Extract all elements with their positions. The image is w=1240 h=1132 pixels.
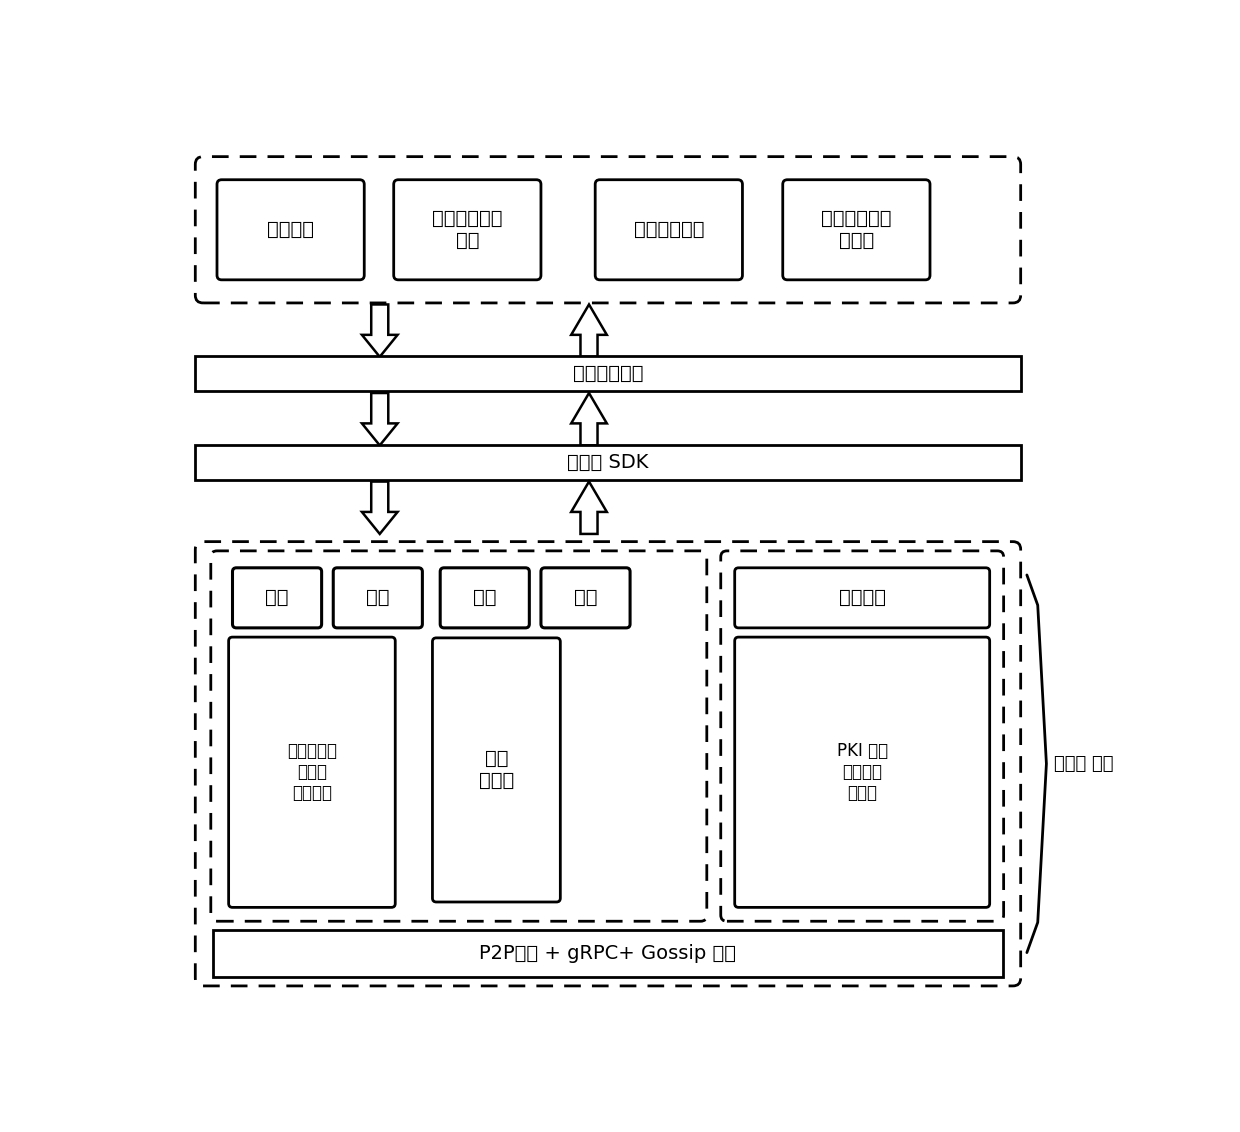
Polygon shape bbox=[362, 305, 398, 357]
Bar bbox=[196, 357, 1021, 392]
Text: 账本: 账本 bbox=[265, 589, 289, 608]
Polygon shape bbox=[572, 305, 606, 357]
Polygon shape bbox=[362, 481, 398, 534]
Text: 贷主应用: 贷主应用 bbox=[267, 221, 314, 239]
FancyBboxPatch shape bbox=[211, 551, 707, 921]
FancyBboxPatch shape bbox=[720, 551, 1003, 921]
Polygon shape bbox=[362, 393, 398, 445]
Polygon shape bbox=[572, 393, 606, 445]
Text: 事件: 事件 bbox=[472, 589, 496, 608]
FancyBboxPatch shape bbox=[440, 568, 529, 628]
Text: 质检、保险等
等应用: 质检、保险等 等应用 bbox=[821, 209, 892, 250]
Bar bbox=[213, 931, 1003, 977]
FancyBboxPatch shape bbox=[595, 180, 743, 280]
FancyBboxPatch shape bbox=[734, 637, 990, 908]
FancyBboxPatch shape bbox=[228, 637, 396, 908]
FancyBboxPatch shape bbox=[734, 568, 990, 628]
Text: 交易: 交易 bbox=[366, 589, 389, 608]
Text: 金融机构应用: 金融机构应用 bbox=[634, 221, 704, 239]
FancyBboxPatch shape bbox=[233, 568, 321, 628]
Text: P2P网络 + gRPC+ Gossip 协议: P2P网络 + gRPC+ Gossip 协议 bbox=[480, 944, 737, 963]
FancyBboxPatch shape bbox=[217, 180, 365, 280]
Text: 区块链中间层: 区块链中间层 bbox=[573, 365, 644, 384]
Text: 容器
状态机: 容器 状态机 bbox=[479, 749, 515, 790]
Bar bbox=[196, 445, 1021, 480]
FancyBboxPatch shape bbox=[433, 637, 560, 902]
Polygon shape bbox=[572, 481, 606, 534]
Text: 融资协同平台
应用: 融资协同平台 应用 bbox=[432, 209, 502, 250]
Text: 区块链结构
数据库
共识机制: 区块链结构 数据库 共识机制 bbox=[286, 743, 337, 803]
Text: 区块链 底层: 区块链 底层 bbox=[1054, 755, 1114, 773]
Text: 区块链 SDK: 区块链 SDK bbox=[567, 453, 649, 472]
FancyBboxPatch shape bbox=[196, 156, 1021, 303]
Text: 链码: 链码 bbox=[574, 589, 598, 608]
Text: PKI 体系
数字证书
加解密: PKI 体系 数字证书 加解密 bbox=[837, 743, 888, 803]
FancyBboxPatch shape bbox=[334, 568, 423, 628]
FancyBboxPatch shape bbox=[541, 568, 630, 628]
Text: 权限管理: 权限管理 bbox=[838, 589, 885, 608]
FancyBboxPatch shape bbox=[394, 180, 541, 280]
FancyBboxPatch shape bbox=[196, 541, 1021, 986]
FancyBboxPatch shape bbox=[782, 180, 930, 280]
